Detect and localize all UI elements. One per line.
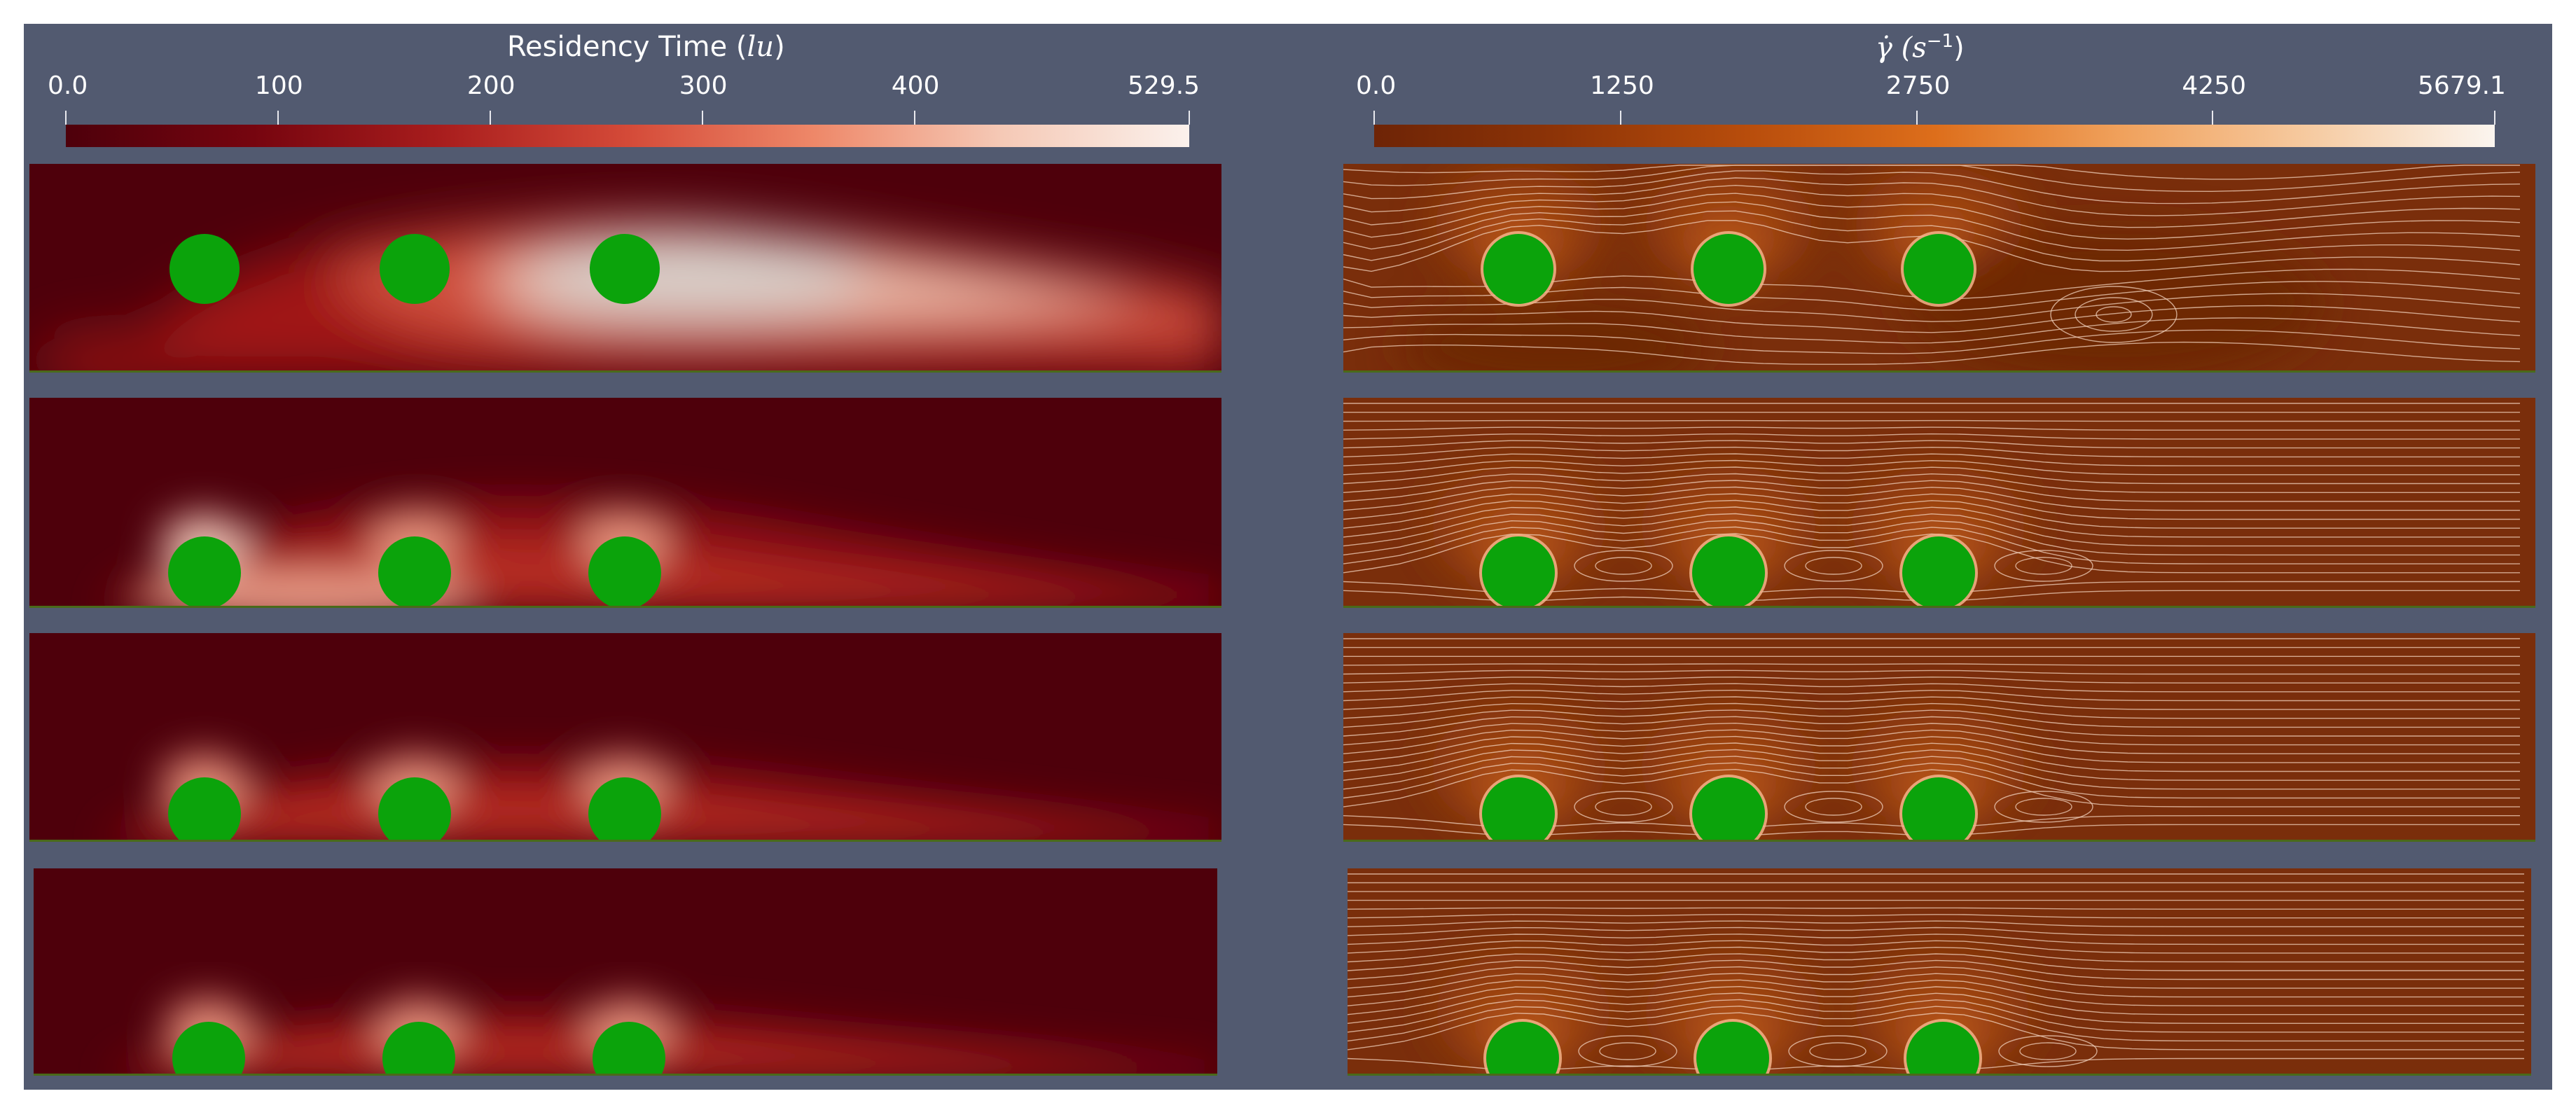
shear-tick-mark <box>1916 111 1918 125</box>
obstacle-circle <box>1904 234 1974 304</box>
obstacle-circle <box>590 234 660 304</box>
residency-panel-1 <box>29 164 1221 373</box>
recirculation-loop <box>1784 550 1883 582</box>
shear-panel-2 <box>1343 398 2535 608</box>
residency-panel-3 <box>29 633 1221 842</box>
residency-tick-label: 529.5 <box>1128 71 1200 100</box>
wall-line <box>1343 370 2535 373</box>
shear-tick-label: 5679.1 <box>2418 71 2506 100</box>
residency-panel-4 <box>34 868 1217 1076</box>
shear-colorbar-title: γ̇ (s−1) <box>1876 31 1965 64</box>
obstacle-circle <box>172 1022 245 1076</box>
shear-tick-mark <box>1620 111 1622 125</box>
obstacle-circle <box>1486 1022 1559 1076</box>
residency-tick-mark <box>913 111 915 125</box>
recirculation-loop <box>1574 550 1673 582</box>
obstacle-circle <box>1692 777 1765 842</box>
shear-panel-3 <box>1343 633 2535 842</box>
obstacle-circle <box>588 536 661 608</box>
obstacle-circle <box>169 234 240 304</box>
recirculation-loop <box>1599 1042 1656 1060</box>
residency-tick-mark <box>701 111 703 125</box>
obstacle-circle <box>1694 234 1764 304</box>
shear-panel-4 <box>1348 868 2531 1076</box>
recirculation-loop <box>1784 791 1883 823</box>
streamlines <box>1343 403 2520 602</box>
residency-tick-label: 0.0 <box>48 71 88 100</box>
shear-tick-label: 4250 <box>2182 71 2246 100</box>
residency-tick-mark <box>1189 111 1190 125</box>
obstacle-circle <box>588 777 661 842</box>
obstacle-circle <box>382 1022 455 1076</box>
obstacle-circle <box>1692 536 1765 608</box>
shear-panel-1 <box>1343 164 2535 373</box>
recirculation-loop <box>2015 798 2072 816</box>
shear-tick-mark <box>2494 111 2495 125</box>
shear-tick-label: 0.0 <box>1356 71 1397 100</box>
recirculation-loop <box>2075 297 2153 332</box>
recirculation-loop <box>1994 550 2093 582</box>
residency-tick-mark <box>65 111 67 125</box>
residency-tick-mark <box>489 111 491 125</box>
recirculation-loop <box>1998 1035 2098 1067</box>
recirculation-loop <box>1595 798 1652 816</box>
shear-tick-label: 2750 <box>1885 71 1951 100</box>
obstacle-circle <box>1906 1022 1979 1076</box>
obstacle-circle <box>1696 1022 1769 1076</box>
obstacle-circle <box>168 777 241 842</box>
residency-tick-label: 100 <box>254 71 303 100</box>
wall-line <box>34 1074 1217 1076</box>
obstacle-circle <box>378 777 451 842</box>
obstacle-circle <box>1902 536 1975 608</box>
recirculation-loop <box>2015 557 2072 575</box>
obstacle-circle <box>1483 234 1553 304</box>
shear-colorbar <box>1374 125 2495 147</box>
visualization-canvas: Residency Time (lu) 0.0 100 200 300 400 529.5… <box>24 24 2552 1090</box>
wall-line <box>1343 840 2535 842</box>
residency-tick-label: 200 <box>466 71 515 100</box>
wall-line <box>1343 606 2535 608</box>
recirculation-loop <box>1805 798 1862 816</box>
obstacle-circle <box>593 1022 665 1076</box>
obstacle-circle <box>1482 536 1555 608</box>
obstacle-circle <box>1482 777 1555 842</box>
obstacle-circle <box>378 536 451 608</box>
residency-colorbar <box>66 125 1189 147</box>
residency-panel-2 <box>29 398 1221 608</box>
recirculation-loop <box>1788 1035 1888 1067</box>
residency-tick-label: 400 <box>891 71 940 100</box>
recirculation-loop <box>1574 791 1673 823</box>
wall-line <box>29 370 1221 373</box>
obstacle-circle <box>168 536 241 608</box>
shear-tick-mark <box>1373 111 1375 125</box>
recirculation-loop <box>2096 306 2132 323</box>
residency-colorbar-title: Residency Time (lu) <box>507 31 785 63</box>
recirculation-loop <box>1809 1042 1867 1060</box>
wall-line <box>1348 1074 2531 1076</box>
shear-tick-mark <box>2212 111 2214 125</box>
recirculation-loop <box>2019 1042 2077 1060</box>
shear-tick-label: 1250 <box>1590 71 1654 100</box>
residency-tick-label: 300 <box>679 71 728 100</box>
wall-line <box>29 606 1221 608</box>
recirculation-loop <box>1578 1035 1677 1067</box>
recirculation-loop <box>1805 557 1862 575</box>
wall-line <box>29 840 1221 842</box>
recirculation-loop <box>2050 286 2177 343</box>
recirculation-loop <box>1595 557 1652 575</box>
residency-tick-mark <box>277 111 279 125</box>
obstacle-circle <box>1902 777 1975 842</box>
obstacle-circle <box>380 234 450 304</box>
recirculation-loop <box>1994 791 2093 823</box>
